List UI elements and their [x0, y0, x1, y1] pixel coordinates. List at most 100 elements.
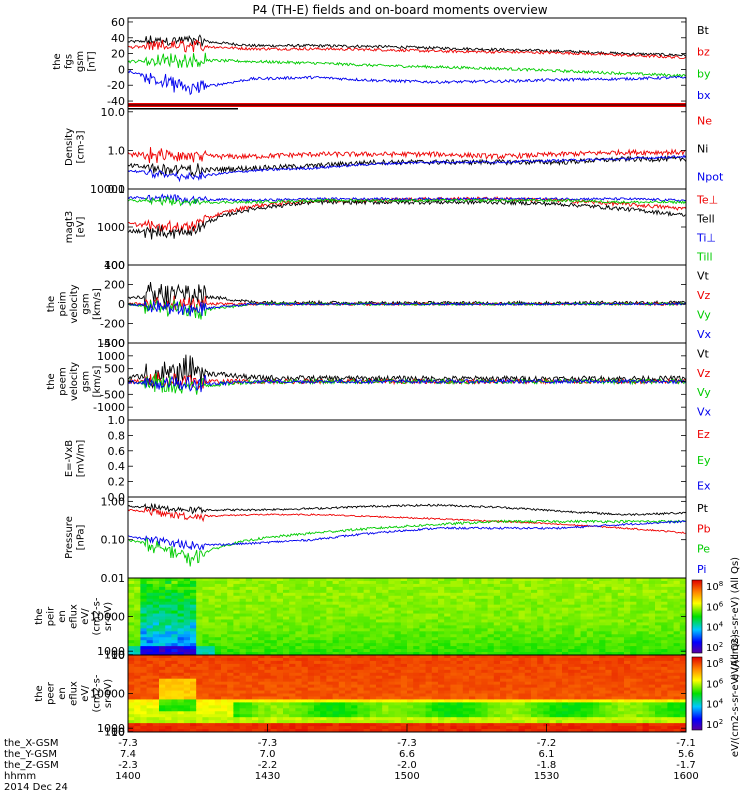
- spectrogram-cell: [183, 726, 191, 730]
- spectrogram-cell: [227, 631, 234, 635]
- spectrogram-cell: [245, 607, 253, 612]
- spectrogram-cell: [376, 640, 383, 644]
- spectrogram-cell: [438, 598, 445, 603]
- spectrogram-cell: [400, 729, 408, 732]
- spectrogram-cell: [574, 578, 582, 582]
- spectrogram-cell: [431, 720, 439, 724]
- spectrogram-cell: [245, 720, 253, 724]
- spectrogram-cell: [617, 663, 625, 668]
- spectrogram-cell: [624, 675, 631, 680]
- spectrogram-cell: [580, 649, 588, 653]
- spectrogram-cell: [524, 687, 532, 692]
- spectrogram-cell: [332, 720, 340, 724]
- spectrogram-cell: [270, 669, 278, 674]
- spectrogram-cell: [382, 726, 389, 730]
- spectrogram-cell: [134, 675, 141, 680]
- spectrogram-cell: [562, 649, 569, 653]
- spectrogram-cell: [531, 640, 538, 644]
- spectrogram-cell: [444, 589, 451, 594]
- spectrogram-cell: [630, 720, 637, 724]
- spectrogram-cell: [438, 580, 445, 585]
- spectrogram-cell: [369, 720, 377, 724]
- spectrogram-cell: [264, 640, 272, 644]
- spectrogram-cell: [400, 720, 408, 724]
- spectrogram-cell: [475, 666, 482, 671]
- y-axis-label: the: [34, 608, 45, 624]
- x-tick-label: 1430: [255, 771, 280, 782]
- spectrogram-cell: [252, 583, 259, 588]
- spectrogram-cell: [493, 601, 501, 606]
- spectrogram-cell: [301, 589, 309, 594]
- spectrogram-cell: [599, 702, 606, 706]
- spectrogram-cell: [574, 646, 582, 650]
- spectrogram-cell: [270, 729, 278, 732]
- spectrogram-cell: [500, 598, 507, 603]
- spectrogram-cell: [419, 723, 427, 727]
- spectrogram-cell: [450, 693, 458, 698]
- spectrogram-cell: [543, 634, 551, 638]
- spectrogram-cell: [351, 643, 358, 647]
- spectrogram-cell: [159, 595, 166, 600]
- spectrogram-cell: [202, 634, 210, 638]
- spectrogram-cell: [332, 580, 340, 585]
- spectrogram-cell: [438, 589, 445, 594]
- spectrogram-cell: [549, 723, 557, 727]
- spectrogram-cell: [524, 652, 532, 655]
- spectrogram-cell: [326, 628, 334, 632]
- spectrogram-cell: [376, 663, 383, 668]
- spectrogram-cell: [555, 681, 563, 686]
- spectrogram-cell: [400, 705, 408, 709]
- spectrogram-cell: [493, 681, 501, 686]
- spectrogram-cell: [661, 643, 668, 647]
- spectrogram-cell: [444, 646, 451, 650]
- spectrogram-cell: [208, 655, 216, 659]
- spectrogram-cell: [369, 699, 377, 703]
- spectrogram-cell: [599, 666, 606, 671]
- y-axis-label: velocity: [69, 362, 80, 401]
- spectrogram-cell: [233, 583, 241, 588]
- spectrogram-cell: [661, 589, 668, 594]
- spectrogram-cell: [320, 711, 327, 715]
- spectrogram-cell: [568, 663, 575, 668]
- spectrogram-cell: [326, 702, 334, 706]
- spectrogram-cell: [407, 616, 414, 621]
- spectrogram-cell: [586, 607, 594, 612]
- spectrogram-cell: [190, 666, 197, 671]
- spectrogram-cell: [642, 610, 650, 615]
- spectrogram-cell: [338, 598, 346, 603]
- spectrogram-cell: [500, 693, 507, 698]
- spectrogram-cell: [146, 687, 154, 692]
- spectrogram-cell: [183, 657, 191, 662]
- spectrogram-cell: [165, 657, 172, 662]
- spectrogram-cell: [506, 681, 513, 686]
- spectrogram-cell: [146, 610, 154, 615]
- spectrogram-cell: [425, 708, 433, 712]
- spectrogram-cell: [555, 672, 563, 677]
- spectrogram-cell: [487, 595, 495, 600]
- spectrogram-cell: [611, 601, 619, 606]
- spectrogram-cell: [648, 717, 656, 721]
- spectrogram-cell: [636, 622, 644, 626]
- spectrogram-cell: [239, 613, 247, 618]
- spectrogram-cell: [562, 583, 569, 588]
- spectrogram-cell: [227, 646, 234, 650]
- spectrogram-cell: [661, 672, 668, 677]
- spectrogram-cell: [152, 681, 160, 686]
- spectrogram-cell: [221, 711, 228, 715]
- spectrogram-cell: [444, 607, 451, 612]
- spectrogram-cell: [655, 717, 662, 721]
- spectrogram-cell: [369, 717, 377, 721]
- spectrogram-cell: [345, 634, 352, 638]
- spectrogram-cell: [593, 622, 600, 626]
- spectrogram-cell: [506, 598, 513, 603]
- spectrogram-cell: [376, 625, 383, 629]
- spectrogram-cell: [146, 672, 154, 677]
- spectrogram-cell: [493, 634, 501, 638]
- spectrogram-cell: [500, 672, 507, 677]
- spectrogram-cell: [543, 687, 551, 692]
- spectrogram-cell: [183, 640, 191, 644]
- spectrogram-cell: [363, 693, 371, 698]
- spectrogram-cell: [388, 586, 396, 591]
- spectrogram-cell: [605, 595, 613, 600]
- spectrogram-cell: [407, 649, 414, 653]
